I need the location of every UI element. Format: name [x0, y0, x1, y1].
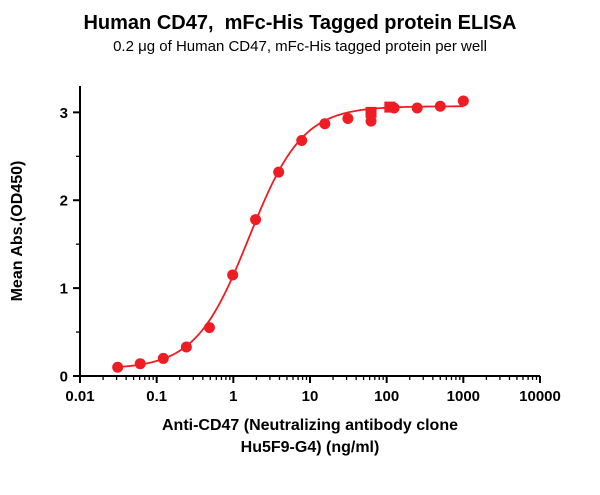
data-point: [227, 269, 239, 281]
x-tick-label: 1: [229, 388, 237, 405]
fit-curve: [117, 105, 464, 368]
y-tick-label: 2: [60, 193, 68, 210]
data-point: [250, 214, 262, 226]
y-tick-label: 0: [60, 369, 68, 386]
x-tick-label: 10000: [519, 388, 561, 405]
x-axis-label-line1: Anti-CD47 (Neutralizing antibody clone: [162, 417, 458, 434]
elisa-chart: Mean Abs.(OD450) Anti-CD47 (Neutralizing…: [9, 86, 561, 456]
x-tick-label: 100: [374, 388, 399, 405]
data-point: [180, 341, 192, 353]
chart-title: Human CD47, mFc-His Tagged protein ELISA: [83, 12, 517, 34]
data-point: [342, 113, 354, 125]
data-point: [434, 100, 446, 112]
data-point: [365, 115, 377, 127]
chart-subtitle: 0.2 μg of Human CD47, mFc-His tagged pro…: [113, 38, 487, 55]
y-tick-label: 1: [60, 281, 68, 298]
data-point: [319, 118, 331, 130]
x-tick-label: 0.01: [65, 388, 94, 405]
y-tick-label: 3: [60, 105, 68, 122]
x-tick-label: 1000: [447, 388, 480, 405]
data-point: [296, 134, 308, 146]
data-point: [112, 361, 124, 373]
data-point: [457, 95, 469, 107]
x-tick-label: 10: [302, 388, 319, 405]
data-point-square: [365, 106, 377, 118]
data-point: [203, 322, 215, 334]
data-point: [273, 166, 285, 178]
y-axis-label: Mean Abs.(OD450): [9, 161, 26, 302]
data-point: [157, 352, 169, 364]
data-point: [134, 358, 146, 370]
data-point: [411, 102, 423, 114]
x-axis-label-line2: Hu5F9-G4) (ng/ml): [241, 439, 380, 456]
x-tick-label: 0.1: [146, 388, 167, 405]
data-point-square: [384, 101, 396, 113]
